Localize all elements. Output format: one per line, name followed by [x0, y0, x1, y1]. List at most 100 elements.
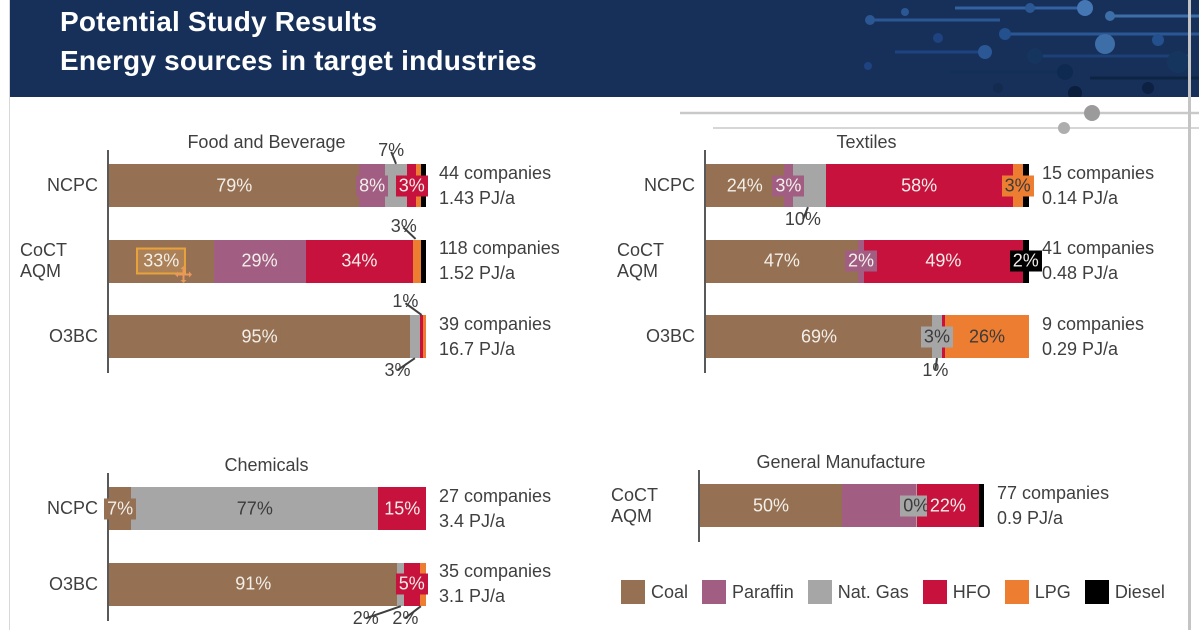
segment-label: 3% — [395, 175, 428, 196]
energy-total: 0.29 PJ/a — [1042, 338, 1119, 359]
segment-label: 34% — [338, 250, 381, 272]
callout-label: 2% — [392, 607, 419, 628]
row-label-coct-aqm: CoCT AQM — [617, 240, 664, 281]
segment-label: 3% — [920, 326, 953, 347]
bar-segment-coal[interactable]: 33% — [109, 239, 214, 283]
legend-swatch-coal — [621, 580, 645, 604]
legend: Coal Paraffin Nat. Gas HFO LPG Diesel — [621, 580, 1165, 604]
legend-swatch-lpg — [1004, 580, 1029, 604]
legend-swatch-hfo — [922, 580, 947, 604]
bar-segment-coal[interactable]: 50% — [700, 484, 842, 527]
row-label-ncpc: NCPC — [46, 175, 98, 195]
segment-label: 69% — [798, 326, 841, 347]
chart-general-manufacture: General Manufacture CoCT AQM 50% 0% 22% 77 co… — [611, 450, 1158, 559]
bar-segment-coal[interactable]: 91% — [109, 562, 398, 606]
companies-note: 77 companies 0.9 PJ/a — [997, 481, 1109, 531]
legend-label: LPG — [1034, 581, 1071, 602]
bar-row: 79% 8% 3% 7% — [109, 140, 428, 207]
bar-segment-diesel[interactable]: 2% — [1009, 239, 1042, 283]
legend-label: Coal — [651, 581, 689, 602]
slide-title-line1: Potential Study Results — [60, 6, 378, 37]
segment-label: 3% — [772, 175, 805, 196]
segment-label: 49% — [922, 250, 965, 272]
bar-segment-hfo[interactable]: 49% — [864, 239, 1023, 283]
segment-label: 8% — [356, 175, 389, 196]
segment-label: 2% — [845, 250, 878, 272]
bar-segment-nat_gas[interactable]: 3% — [920, 315, 953, 358]
legend-item-diesel[interactable]: Diesel — [1084, 580, 1165, 604]
bar-segment-nat_gas[interactable]: 77% — [131, 487, 379, 530]
bar-segment-paraffin[interactable]: 8% — [356, 164, 389, 207]
bar-segment-diesel[interactable] — [979, 484, 984, 527]
segment-label: 7% — [104, 498, 137, 519]
bar-segment-hfo[interactable]: 5% — [395, 562, 428, 606]
callout-label: 7% — [378, 140, 405, 160]
row-label-o3bc: O3BC — [48, 573, 98, 594]
chart-axis — [107, 150, 109, 373]
legend-swatch-paraffin — [702, 580, 727, 604]
bar-row: 95% 1% 3% — [109, 291, 426, 380]
legend-item-hfo[interactable]: HFO — [922, 580, 991, 604]
companies-count: 41 companies — [1042, 238, 1155, 258]
companies-count: 77 companies — [997, 482, 1110, 503]
energy-total: 3.1 PJ/a — [439, 586, 506, 606]
bar-segment-lpg[interactable]: 3% — [1001, 164, 1034, 207]
bar-segment-hfo[interactable]: 58% — [825, 164, 1013, 207]
selection-box[interactable]: 33% — [136, 247, 187, 275]
bar-segment-lpg[interactable] — [413, 239, 422, 283]
companies-count: 15 companies — [1042, 162, 1155, 183]
companies-note: 39 companies 16.7 PJ/a — [439, 312, 551, 362]
legend-label: Paraffin — [732, 581, 794, 602]
bar-segment-paraffin[interactable]: 3% — [772, 164, 805, 207]
bar-segment-coal[interactable]: 7% — [104, 487, 137, 530]
segment-label: 3% — [1001, 175, 1034, 196]
bar-segment-nat_gas[interactable]: 0% — [900, 484, 933, 527]
legend-swatch-nat_gas — [807, 580, 832, 604]
companies-count: 118 companies — [439, 238, 560, 258]
segment-label: 79% — [213, 175, 256, 196]
chart-axis — [107, 473, 109, 621]
legend-swatch-diesel — [1084, 580, 1109, 604]
bar-segment-lpg[interactable] — [422, 315, 426, 358]
segment-label: 5% — [395, 573, 428, 595]
legend-item-lpg[interactable]: LPG — [1004, 580, 1071, 604]
bar-segment-hfo[interactable] — [419, 315, 423, 358]
legend-item-coal[interactable]: Coal — [621, 580, 688, 604]
companies-note: 41 companies 0.48 PJ/a — [1042, 236, 1154, 286]
slide-header: Potential Study Results Energy sources i… — [10, 0, 1199, 97]
chart-title: Chemicals — [224, 455, 309, 475]
legend-item-paraffin[interactable]: Paraffin — [702, 580, 794, 604]
bar-segment-hfo[interactable]: 15% — [378, 487, 426, 530]
segment-label: 95% — [238, 326, 281, 347]
bar-segment-lpg[interactable]: 26% — [945, 315, 1029, 358]
companies-note: 35 companies 3.1 PJ/a — [439, 559, 551, 609]
companies-note: 27 companies 3.4 PJ/a — [439, 484, 551, 534]
companies-note: 15 companies 0.14 PJ/a — [1042, 161, 1154, 211]
row-label-ncpc: NCPC — [46, 498, 98, 518]
bar-segment-hfo[interactable]: 3% — [395, 164, 428, 207]
bar-segment-diesel[interactable] — [421, 239, 426, 283]
segment-label: 77% — [233, 498, 276, 519]
bar-segment-hfo[interactable]: 22% — [916, 484, 980, 527]
bar-segment-nat_gas[interactable] — [410, 315, 420, 358]
bar-segment-coal[interactable]: 69% — [706, 315, 933, 358]
bar-segment-paraffin[interactable]: 2% — [845, 239, 878, 283]
companies-count: 9 companies — [1042, 313, 1145, 334]
legend-item-nat_gas[interactable]: Nat. Gas — [807, 580, 909, 604]
segment-label: 2% — [1009, 250, 1042, 272]
callout-label: 1% — [392, 291, 419, 311]
bar-segment-coal[interactable]: 79% — [109, 164, 360, 207]
bar-segment-coal[interactable]: 47% — [706, 239, 858, 283]
bar-segment-hfo[interactable]: 34% — [305, 239, 414, 283]
chart-chemicals: Chemicals NCPC 7% 77% 15% 27 companies 3.4 PJ/… — [20, 453, 600, 630]
bar-segment-coal[interactable]: 95% — [109, 315, 411, 358]
bar-row: 47% 2% 49% 2% — [706, 239, 1042, 283]
energy-total: 1.43 PJ/a — [439, 187, 516, 208]
bar-segment-paraffin[interactable]: 29% — [213, 239, 306, 283]
callout-label: 1% — [922, 360, 949, 380]
row-label-o3bc: O3BC — [48, 326, 98, 346]
chart-axis — [704, 150, 706, 373]
companies-note: 44 companies 1.43 PJ/a — [439, 161, 551, 211]
row-label-coct-aqm: CoCT AQM — [20, 240, 67, 281]
bar-segment-coal[interactable]: 24% — [706, 164, 784, 207]
